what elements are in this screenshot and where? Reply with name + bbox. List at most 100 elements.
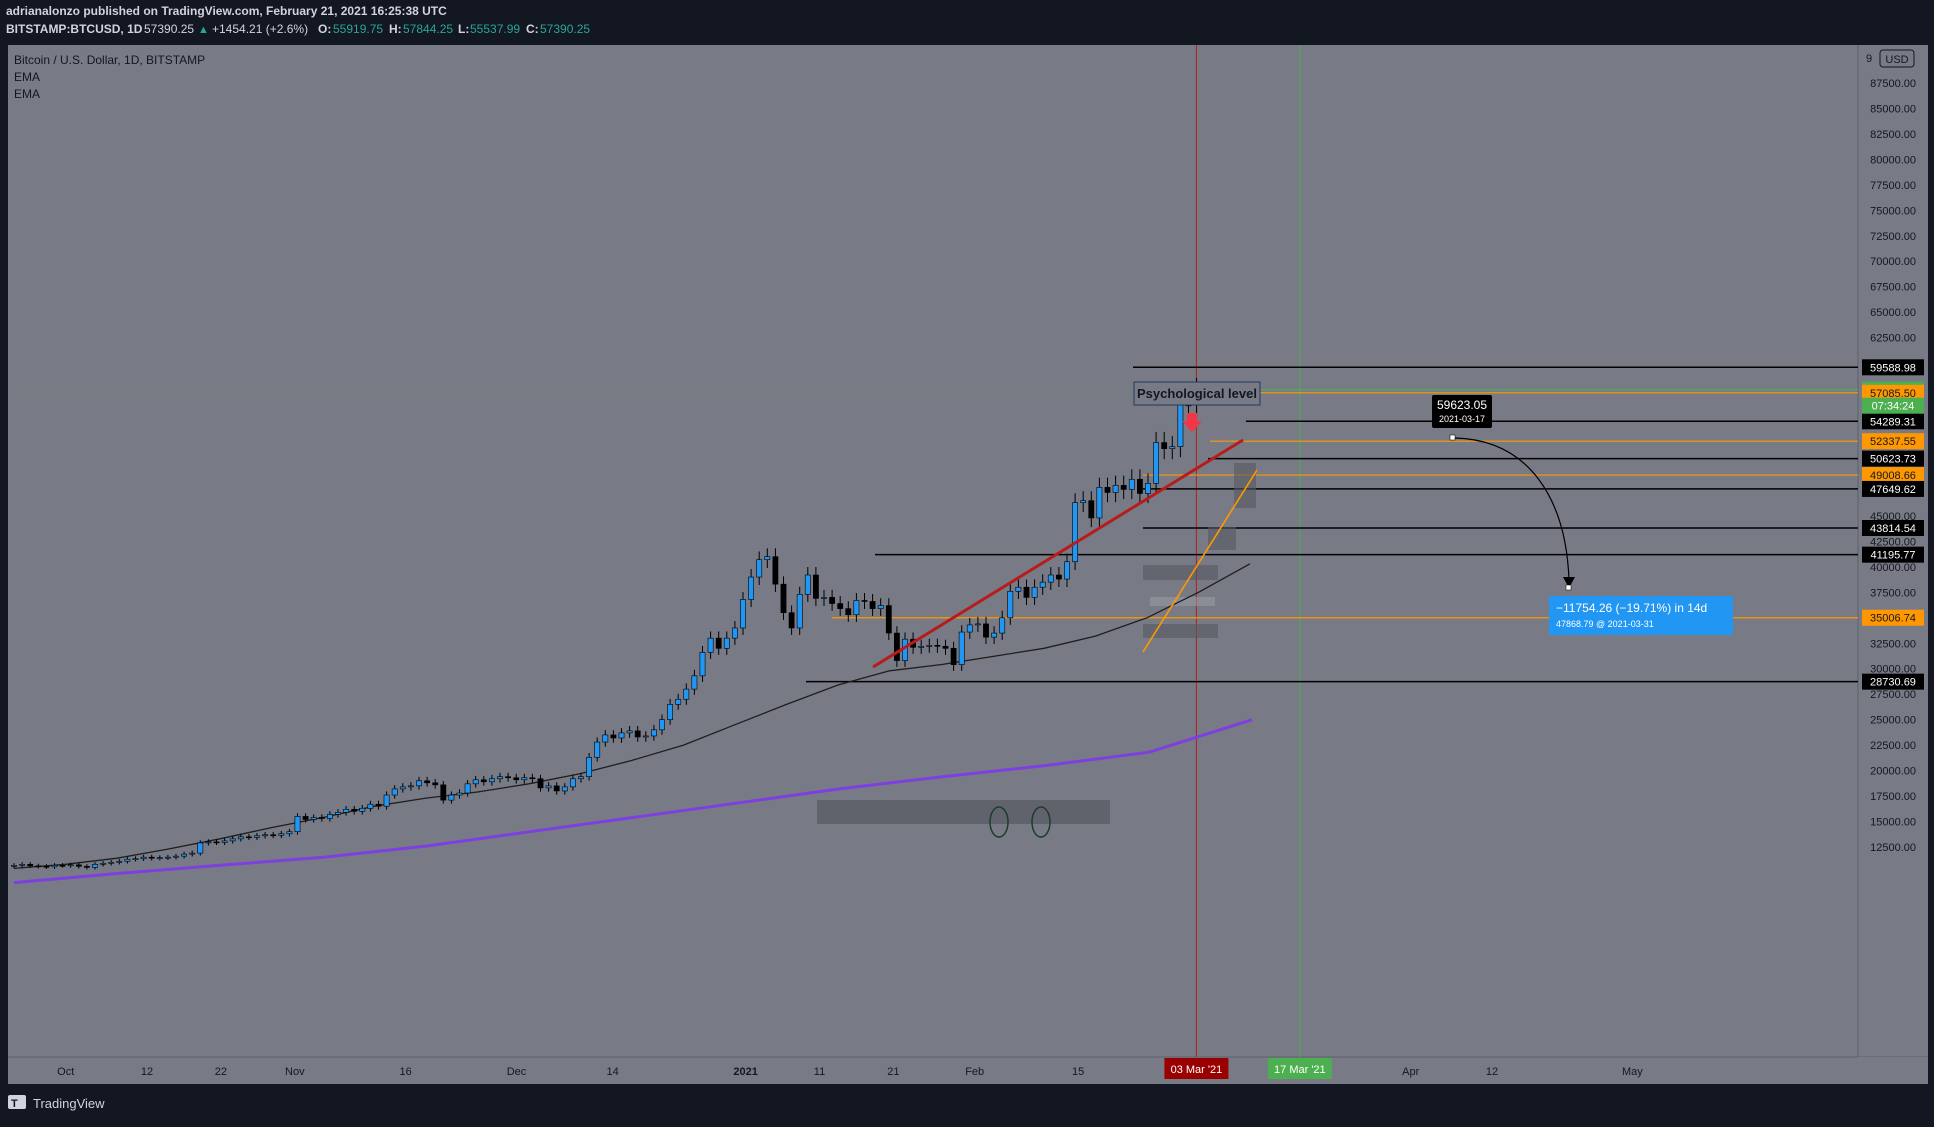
candle[interactable] xyxy=(59,863,66,868)
price-tag[interactable]: 57085.50 xyxy=(1862,384,1924,401)
candle[interactable] xyxy=(772,548,779,592)
candle[interactable] xyxy=(472,775,479,788)
candle[interactable] xyxy=(578,772,584,783)
candle[interactable] xyxy=(764,548,771,569)
candle[interactable] xyxy=(553,782,560,795)
candle[interactable] xyxy=(51,863,58,870)
candle[interactable] xyxy=(132,856,139,862)
price-tag[interactable]: 28730.69 xyxy=(1862,673,1924,690)
candle[interactable] xyxy=(740,591,746,635)
candle[interactable] xyxy=(796,586,803,635)
candle[interactable] xyxy=(1047,567,1054,590)
candle[interactable] xyxy=(683,683,690,705)
candle[interactable] xyxy=(254,833,260,841)
currency-button-label[interactable]: USD xyxy=(1885,54,1908,66)
candle[interactable] xyxy=(780,576,787,620)
candle[interactable] xyxy=(43,864,50,870)
candle[interactable] xyxy=(19,862,25,868)
candle[interactable] xyxy=(821,589,827,606)
candle[interactable] xyxy=(642,731,649,742)
candle[interactable] xyxy=(237,834,244,842)
ema-short-line[interactable] xyxy=(13,563,1251,870)
candle[interactable] xyxy=(286,828,293,837)
candle[interactable] xyxy=(270,831,277,839)
candle[interactable] xyxy=(1161,431,1168,460)
candle[interactable] xyxy=(246,834,252,841)
candle[interactable] xyxy=(926,638,933,653)
candle[interactable] xyxy=(165,854,171,861)
candle[interactable] xyxy=(513,773,520,784)
candle[interactable] xyxy=(804,567,811,602)
price-tag[interactable]: 47649.62 xyxy=(1862,480,1924,497)
candle[interactable] xyxy=(812,567,819,606)
zone-1[interactable] xyxy=(817,800,1110,824)
candle[interactable] xyxy=(942,639,949,655)
candle[interactable] xyxy=(918,639,925,654)
zone-2[interactable] xyxy=(1143,565,1218,580)
candle[interactable] xyxy=(829,589,835,611)
candle[interactable] xyxy=(318,814,325,822)
price-tag[interactable]: 35006.74 xyxy=(1862,609,1924,626)
candle[interactable] xyxy=(1007,583,1014,625)
candle[interactable] xyxy=(667,698,673,725)
candle[interactable] xyxy=(1120,475,1127,500)
candle[interactable] xyxy=(1153,431,1159,494)
candle[interactable] xyxy=(529,773,536,783)
candle[interactable] xyxy=(634,725,641,742)
candle[interactable] xyxy=(1056,567,1062,587)
candle[interactable] xyxy=(1112,475,1119,503)
candle[interactable] xyxy=(229,836,236,844)
candle[interactable] xyxy=(699,645,706,682)
candle[interactable] xyxy=(84,864,90,870)
candle[interactable] xyxy=(626,725,633,738)
price-tag[interactable]: 49008.66 xyxy=(1862,467,1924,484)
target-point[interactable] xyxy=(1449,434,1456,441)
legend-ema-1[interactable]: EMA xyxy=(14,70,40,84)
candle[interactable] xyxy=(1080,491,1087,513)
projection-point[interactable] xyxy=(1565,584,1572,591)
resistance-trendline[interactable] xyxy=(872,438,1244,669)
candle[interactable] xyxy=(488,774,495,786)
candle[interactable] xyxy=(594,737,601,762)
zone-6[interactable] xyxy=(1150,597,1215,606)
candle[interactable] xyxy=(310,814,317,823)
candle[interactable] xyxy=(861,592,868,609)
candle[interactable] xyxy=(75,862,82,869)
target-price-tooltip[interactable]: 59623.05 2021-03-17 xyxy=(1432,395,1492,428)
zone-3[interactable] xyxy=(1143,624,1218,638)
candle[interactable] xyxy=(869,594,876,616)
candle[interactable] xyxy=(983,616,989,644)
candle[interactable] xyxy=(659,714,665,735)
candle[interactable] xyxy=(966,617,973,639)
currency-button-box[interactable] xyxy=(1879,49,1915,68)
candle[interactable] xyxy=(974,616,981,632)
candle[interactable] xyxy=(893,626,900,667)
candle[interactable] xyxy=(586,753,592,781)
candle[interactable] xyxy=(853,592,860,622)
measure-box[interactable]: −11754.26 (−19.71%) in 14d 47868.79 @ 202… xyxy=(1549,596,1733,635)
candle[interactable] xyxy=(181,851,187,859)
candle[interactable] xyxy=(497,772,503,783)
candle[interactable] xyxy=(67,862,74,868)
candle[interactable] xyxy=(569,774,576,791)
candle[interactable] xyxy=(383,791,390,810)
candle[interactable] xyxy=(294,813,301,835)
candle[interactable] xyxy=(837,596,844,616)
candle[interactable] xyxy=(416,776,422,790)
candle[interactable] xyxy=(1015,579,1022,599)
candle[interactable] xyxy=(448,791,455,804)
candle[interactable] xyxy=(124,856,131,864)
candle[interactable] xyxy=(756,551,763,585)
tradingview-logo[interactable]: T TradingView xyxy=(8,1095,105,1111)
candle[interactable] xyxy=(877,598,884,616)
candle[interactable] xyxy=(213,839,220,846)
candle[interactable] xyxy=(885,598,892,640)
candle[interactable] xyxy=(326,811,333,822)
ema-long-line[interactable] xyxy=(13,718,1253,885)
support-trendline[interactable] xyxy=(1142,469,1258,653)
candle[interactable] xyxy=(432,778,439,789)
price-tag[interactable]: 43814.54 xyxy=(1862,519,1924,536)
candle[interactable] xyxy=(351,806,358,815)
candle[interactable] xyxy=(399,783,406,793)
candle[interactable] xyxy=(407,782,414,791)
